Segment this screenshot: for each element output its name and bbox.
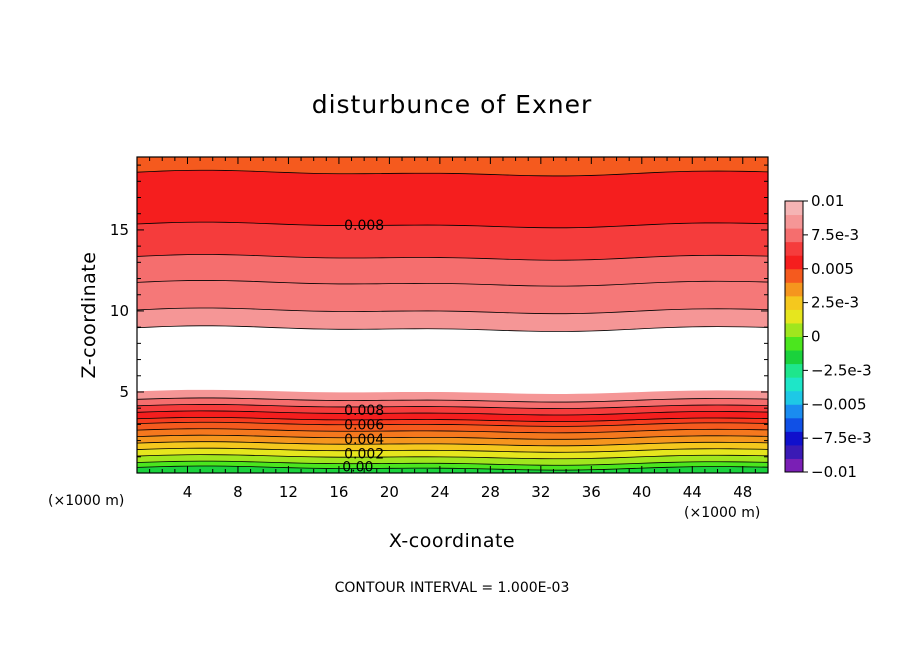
contour-label: 0.006 [344,417,384,433]
lower-band-0 [137,389,768,403]
colorbar-label: 0.005 [811,260,854,278]
colorbar-segment [785,295,803,310]
contour-line [136,397,769,403]
x-tick-label: 40 [632,483,651,501]
contour-line [136,421,769,427]
contour-label: 0.008 [344,403,384,419]
contour-line [136,254,769,261]
contour-line [136,447,769,453]
colorbar-segment [785,282,803,297]
colorbar-segment [785,363,803,378]
colorbar-label: −0.01 [811,463,857,481]
colorbar-segment [785,201,803,216]
upper-band-3 [137,254,768,287]
colorbar-label: −0.005 [811,395,867,413]
contour-line [136,169,769,177]
contour-line [136,280,769,287]
colorbar-segment [785,255,803,270]
contour-label: 0.008 [344,218,384,234]
x-tick-label: 4 [183,483,193,501]
contour-line [136,465,769,471]
colorbar-segment [785,417,803,432]
upper-band-4 [137,280,768,314]
x-tick-label: 36 [582,483,601,501]
contour-line [136,434,769,440]
colorbar-label: 7.5e-3 [811,226,859,244]
colorbar-segment [785,350,803,365]
contour-lines [136,169,769,471]
contour-line [136,404,769,409]
colorbar-segment [785,458,803,473]
contour-line [136,454,769,460]
contour-fills [137,157,768,473]
colorbar-segment [785,404,803,419]
contour-label: 0.00 [342,460,373,476]
y-tick-label: 5 [119,383,129,401]
x-tick-label: 28 [481,483,500,501]
chart-title: disturbunce of Exner [312,90,593,119]
colorbar-label: 0 [811,328,821,346]
colorbar-segment [785,228,803,243]
upper-band-5 [137,307,768,332]
colorbar-segment [785,241,803,256]
contour-line [136,325,769,332]
contour-interval-note: CONTOUR INTERVAL = 1.000E-03 [335,580,570,596]
y-tick-label: 15 [110,221,129,239]
contour-line [136,460,769,466]
colorbar-label: 0.01 [811,192,844,210]
x-tick-label: 12 [279,483,298,501]
contour-line [136,416,769,422]
x-tick-label: 44 [683,483,702,501]
x-tick-label: 32 [531,483,550,501]
colorbar-segment [785,431,803,446]
colorbar-segment [785,390,803,405]
y-axis-label: Z-coordinate [78,252,100,379]
contour-line [136,428,769,434]
upper-band-0 [137,157,768,176]
upper-band-2 [137,222,768,261]
contour-label: 0.002 [344,447,384,463]
colorbar-segment [785,336,803,351]
x-tick-label: 24 [430,483,449,501]
colorbar-segment [785,309,803,324]
lower-band-11 [137,461,768,471]
x-unit-left: (×1000 m) [48,493,124,509]
contour-line [136,441,769,447]
contour-line [136,221,769,229]
x-unit-right: (×1000 m) [684,505,760,521]
contour-line [136,307,769,315]
colorbar-label: 2.5e-3 [811,294,859,312]
x-tick-label: 8 [233,483,243,501]
lower-band-4 [137,417,768,427]
colorbar: 0.01 7.5e-3 0.005 2.5e-3 0 −2.5e-3 −0.005 −7.5e… [784,192,872,481]
colorbar-segment [785,377,803,392]
undefined-region-band-0 [137,326,768,395]
colorbar-segment [785,444,803,459]
x-tick-label: 16 [329,483,348,501]
y-tick-label: 10 [110,302,129,320]
x-tick-label: 48 [733,483,752,501]
x-tick-label: 20 [380,483,399,501]
upper-band-1 [137,170,768,228]
contour-label: 0.004 [344,432,384,448]
colorbar-segment [785,214,803,229]
colorbar-label: −2.5e-3 [811,361,872,379]
colorbar-segment [785,268,803,283]
colorbar-segment [785,322,803,337]
colorbar-label: −7.5e-3 [811,429,872,447]
x-axis-label: X-coordinate [389,530,515,552]
contour-line [136,410,769,416]
